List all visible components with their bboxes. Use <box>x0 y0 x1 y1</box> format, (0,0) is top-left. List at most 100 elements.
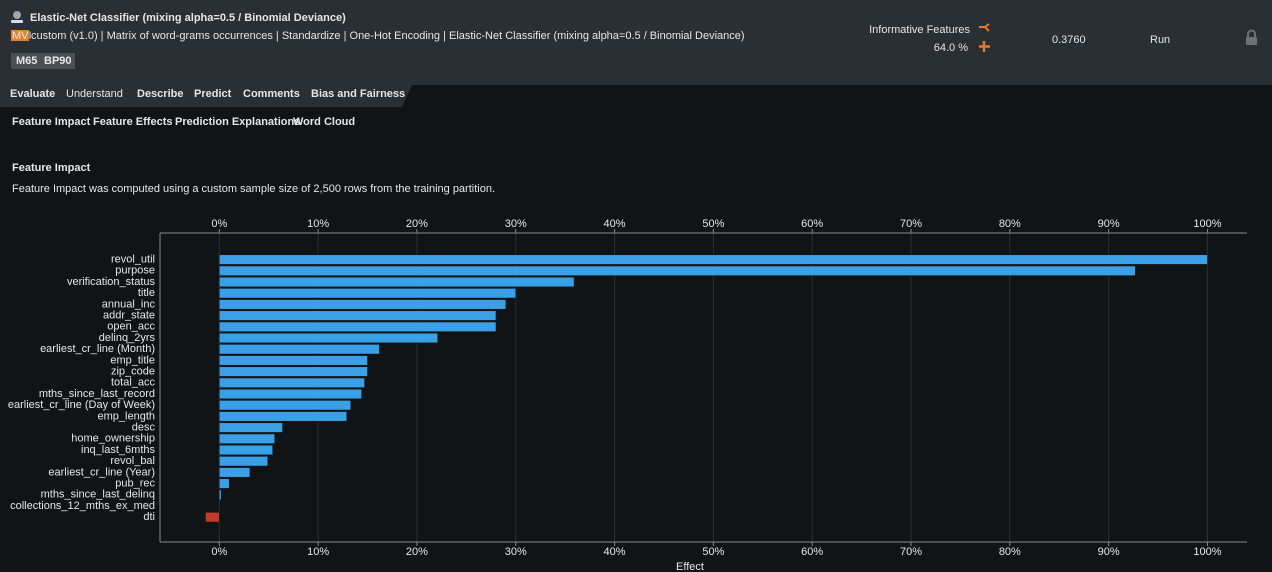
bar <box>219 288 516 299</box>
y-tick-label: earliest_cr_line (Day of Week) <box>8 399 155 411</box>
x-tick-label: 30% <box>505 218 527 230</box>
bar <box>219 299 507 310</box>
y-tick-label: earliest_cr_line (Month) <box>40 343 155 355</box>
x-tick-label: 40% <box>604 218 626 230</box>
badge: MVI <box>12 30 32 42</box>
y-tick-label: addr_state <box>103 310 155 322</box>
bar <box>219 400 351 411</box>
subtab[interactable]: Feature Impact <box>12 116 91 128</box>
x-tick-label: 30% <box>505 546 527 558</box>
x-tick-label: 90% <box>1098 218 1120 230</box>
user-icon <box>11 11 23 23</box>
x-tick-label: 100% <box>1193 218 1221 230</box>
x-tick-label: 20% <box>406 218 428 230</box>
header-bg <box>0 0 1272 85</box>
y-tick-label: pub_rec <box>115 478 155 490</box>
y-tick-label: dti <box>143 511 155 523</box>
y-tick-label: annual_inc <box>102 298 156 310</box>
tab[interactable]: Comments <box>243 88 300 100</box>
tab[interactable]: Evaluate <box>10 88 55 100</box>
y-tick-label: revol_bal <box>110 455 155 467</box>
bar <box>219 276 575 288</box>
bar <box>219 332 438 344</box>
y-tick-label: zip_code <box>111 366 155 378</box>
model-title: Elastic-Net Classifier (mixing alpha=0.5… <box>30 12 346 24</box>
x-tick-label: 50% <box>702 546 724 558</box>
y-tick-label: title <box>138 287 155 299</box>
bar <box>219 321 497 332</box>
y-tick-label: verification_status <box>67 276 156 288</box>
x-tick-label: 70% <box>900 546 922 558</box>
x-axis-label: Effect <box>676 561 704 572</box>
tab[interactable]: Bias and Fairness <box>311 88 405 100</box>
y-tick-label: revol_util <box>111 254 155 266</box>
metric-label: Informative Features <box>869 24 970 36</box>
bar <box>219 467 251 478</box>
x-tick-label: 60% <box>801 218 823 230</box>
bar <box>219 444 273 456</box>
y-tick-label: purpose <box>115 265 155 277</box>
bar <box>219 265 1136 276</box>
tag: M65 <box>16 55 37 67</box>
x-tick-label: 80% <box>999 218 1021 230</box>
bar <box>219 478 230 489</box>
bar <box>219 456 268 467</box>
score: 0.3760 <box>1052 34 1086 46</box>
x-tick-label: 70% <box>900 218 922 230</box>
y-tick-label: collections_12_mths_ex_med <box>10 500 155 512</box>
bar <box>219 377 365 388</box>
bar <box>205 512 220 523</box>
plus-icon[interactable] <box>979 41 990 52</box>
metric-value: 64.0 % <box>934 42 968 54</box>
x-tick-label: 90% <box>1098 546 1120 558</box>
y-tick-label: open_acc <box>107 321 155 333</box>
fork-icon[interactable] <box>979 23 990 32</box>
subtab[interactable]: Feature Effects <box>93 116 172 128</box>
tab-strip-bg <box>0 85 412 107</box>
chart-subtitle: Feature Impact was computed using a cust… <box>12 183 495 195</box>
x-tick-label: 40% <box>604 546 626 558</box>
bar <box>219 366 368 377</box>
y-tick-label: mths_since_last_delinq <box>41 489 155 501</box>
tab[interactable]: Predict <box>194 88 232 100</box>
x-tick-label: 0% <box>211 218 227 230</box>
bar <box>219 422 283 433</box>
y-tick-label: emp_length <box>98 410 156 422</box>
y-tick-label: mths_since_last_record <box>39 388 155 400</box>
y-tick-label: total_acc <box>111 377 156 389</box>
tab[interactable]: Understand <box>66 88 123 100</box>
run-button[interactable]: Run <box>1150 34 1170 46</box>
x-tick-label: 50% <box>702 218 724 230</box>
bar <box>219 489 222 500</box>
subtab: Word Cloud <box>293 116 355 128</box>
y-tick-label: emp_title <box>110 354 155 366</box>
x-tick-label: 0% <box>211 546 227 558</box>
x-tick-label: 10% <box>307 546 329 558</box>
x-tick-label: 60% <box>801 546 823 558</box>
bar <box>219 411 348 422</box>
y-tick-label: inq_last_6mths <box>81 444 155 456</box>
x-tick-label: 20% <box>406 546 428 558</box>
bar <box>219 344 380 355</box>
bar <box>219 433 275 444</box>
blueprint: custom (v1.0) | Matrix of word-grams occ… <box>31 30 745 42</box>
tag: BP90 <box>44 55 72 67</box>
tags-bg <box>11 53 75 69</box>
lock-icon <box>1246 29 1257 45</box>
bar <box>219 355 368 366</box>
bar <box>219 254 1208 265</box>
x-tick-label: 100% <box>1193 546 1221 558</box>
x-tick-label: 10% <box>307 218 329 230</box>
badge-bg <box>11 30 29 41</box>
y-tick-label: delinq_2yrs <box>99 332 156 344</box>
y-tick-label: desc <box>132 422 156 434</box>
tab[interactable]: Describe <box>137 88 183 100</box>
bar <box>219 388 362 400</box>
subtab[interactable]: Prediction Explanations <box>175 116 300 128</box>
chart-title: Feature Impact <box>12 162 91 174</box>
bar <box>219 310 497 321</box>
x-tick-label: 80% <box>999 546 1021 558</box>
y-tick-label: home_ownership <box>71 433 155 445</box>
